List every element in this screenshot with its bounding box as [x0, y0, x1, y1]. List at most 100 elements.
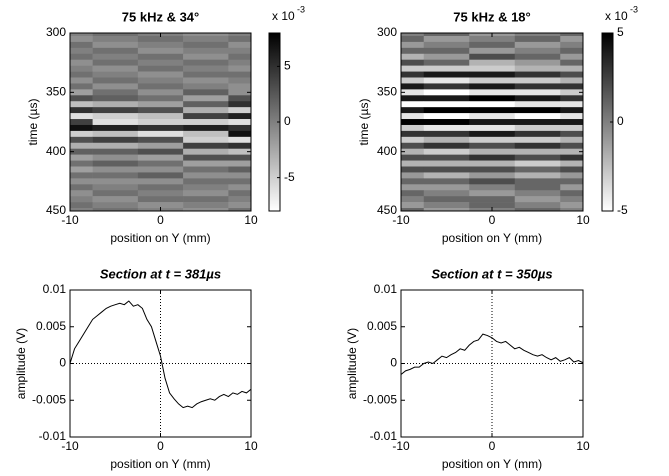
- heatmap-cell: [401, 47, 425, 55]
- x-tick-label: -10: [392, 439, 410, 453]
- heatmap-cell: [423, 35, 470, 43]
- heatmap-cell: [183, 101, 229, 108]
- heatmap-cell: [70, 190, 93, 197]
- heatmap-cell: [401, 172, 425, 179]
- heatmap-cell: [423, 160, 470, 167]
- heatmap-cell: [469, 113, 516, 120]
- heatmap-cell: [183, 33, 229, 37]
- heatmap-cell: [514, 59, 561, 66]
- heatmap-cell: [183, 154, 229, 161]
- heatmap-cell: [228, 202, 251, 209]
- heatmap-cell: [560, 196, 583, 203]
- heatmap-cell: [137, 65, 184, 72]
- heatmap-cell: [137, 53, 184, 60]
- heatmap-cell: [401, 196, 425, 203]
- heatmap-cell: [92, 190, 139, 197]
- heatmap-cell: [228, 208, 251, 211]
- heatmap-cell: [401, 83, 425, 90]
- chart-title: Section at t = 350µs: [431, 266, 552, 281]
- y-tick-label: 0: [59, 356, 66, 370]
- heatmap-cell: [469, 202, 516, 209]
- heatmap-cell: [183, 35, 229, 43]
- heatmap-cell: [401, 166, 425, 173]
- heatmap-cell: [92, 166, 139, 173]
- axes-frame: [400, 32, 584, 212]
- heatmap-cell: [560, 41, 583, 49]
- heatmap-cell: [423, 190, 470, 197]
- heatmap-cell: [423, 65, 470, 72]
- heatmap-cell: [70, 184, 93, 191]
- y-tick-label: -0.01: [370, 429, 398, 443]
- heatmap-cell: [514, 160, 561, 167]
- heatmap-cell: [469, 172, 516, 179]
- heatmap-cell: [70, 71, 93, 78]
- heatmap-cell: [560, 77, 583, 84]
- heatmap-cell: [514, 71, 561, 78]
- heatmap-cell: [560, 184, 583, 191]
- heatmap-cell: [70, 41, 93, 49]
- colorbar-exponent: -3: [630, 4, 638, 14]
- heatmap-cell: [560, 142, 583, 149]
- heatmap-cell: [92, 136, 139, 144]
- heatmap-cell: [137, 172, 184, 179]
- heatmap-cell: [401, 208, 425, 211]
- y-axis-label: amplitude (V): [14, 328, 28, 399]
- heatmap-cell: [423, 154, 470, 161]
- heatmap-cell: [560, 208, 583, 211]
- heatmap-cell: [92, 160, 139, 167]
- heatmap-cell: [228, 172, 251, 179]
- heatmap-cell: [560, 124, 583, 132]
- heatmap-cell: [92, 59, 139, 66]
- heatmap-cell: [183, 130, 229, 138]
- y-tick-label: 450: [377, 203, 397, 217]
- heatmap-cell: [183, 160, 229, 167]
- heatmap-cell: [469, 101, 516, 108]
- heatmap-cell: [70, 83, 93, 90]
- heatmap-cell: [469, 107, 516, 114]
- heatmap-cell: [70, 208, 93, 211]
- heatmap-cell: [514, 184, 561, 191]
- x-tick-label: 10: [244, 439, 258, 453]
- heatmap-cell: [469, 178, 516, 185]
- y-tick-label: 450: [46, 203, 66, 217]
- heatmap-cell: [70, 136, 93, 144]
- heatmap-cell: [423, 202, 470, 209]
- heatmap-cell: [228, 166, 251, 173]
- y-tick-label: -0.01: [39, 429, 67, 443]
- heatmap-cell: [423, 53, 470, 60]
- heatmap-cell: [423, 47, 470, 55]
- heatmap-cell: [423, 59, 470, 66]
- heatmap-cell: [92, 89, 139, 96]
- heatmap-cell: [70, 178, 93, 185]
- heatmap-cell: [514, 33, 561, 37]
- heatmap-cell: [423, 71, 470, 78]
- x-tick-label: -10: [392, 213, 410, 227]
- heatmap-cell: [183, 172, 229, 179]
- heatmap-cell: [560, 89, 583, 96]
- heatmap-cell: [560, 35, 583, 43]
- x-axis-label: position on Y (mm): [110, 457, 210, 471]
- heatmap-cell: [183, 77, 229, 84]
- heatmap-cell: [469, 196, 516, 203]
- heatmap-cell: [514, 130, 561, 138]
- heatmap-cell: [137, 166, 184, 173]
- heatmap-cell: [423, 77, 470, 84]
- colorbar-tick-label: 5: [617, 25, 624, 39]
- data-line: [400, 333, 584, 375]
- heatmap-cell: [469, 190, 516, 197]
- heatmap-cell: [70, 148, 93, 155]
- heatmap-cell: [560, 172, 583, 179]
- y-tick-label: 350: [377, 85, 397, 99]
- heatmap-cell: [183, 196, 229, 203]
- heatmap-cell: [183, 53, 229, 60]
- heatmap-cell: [92, 184, 139, 191]
- heatmap-cell: [514, 41, 561, 49]
- heatmap-cell: [92, 154, 139, 161]
- heatmap-cell: [92, 172, 139, 179]
- heatmap-cell: [401, 89, 425, 96]
- heatmap-cell: [92, 33, 139, 37]
- heatmap-cell: [228, 83, 251, 90]
- chart-title: Section at t = 381µs: [100, 266, 221, 281]
- heatmap-cell: [560, 101, 583, 108]
- heatmap-cell: [137, 142, 184, 149]
